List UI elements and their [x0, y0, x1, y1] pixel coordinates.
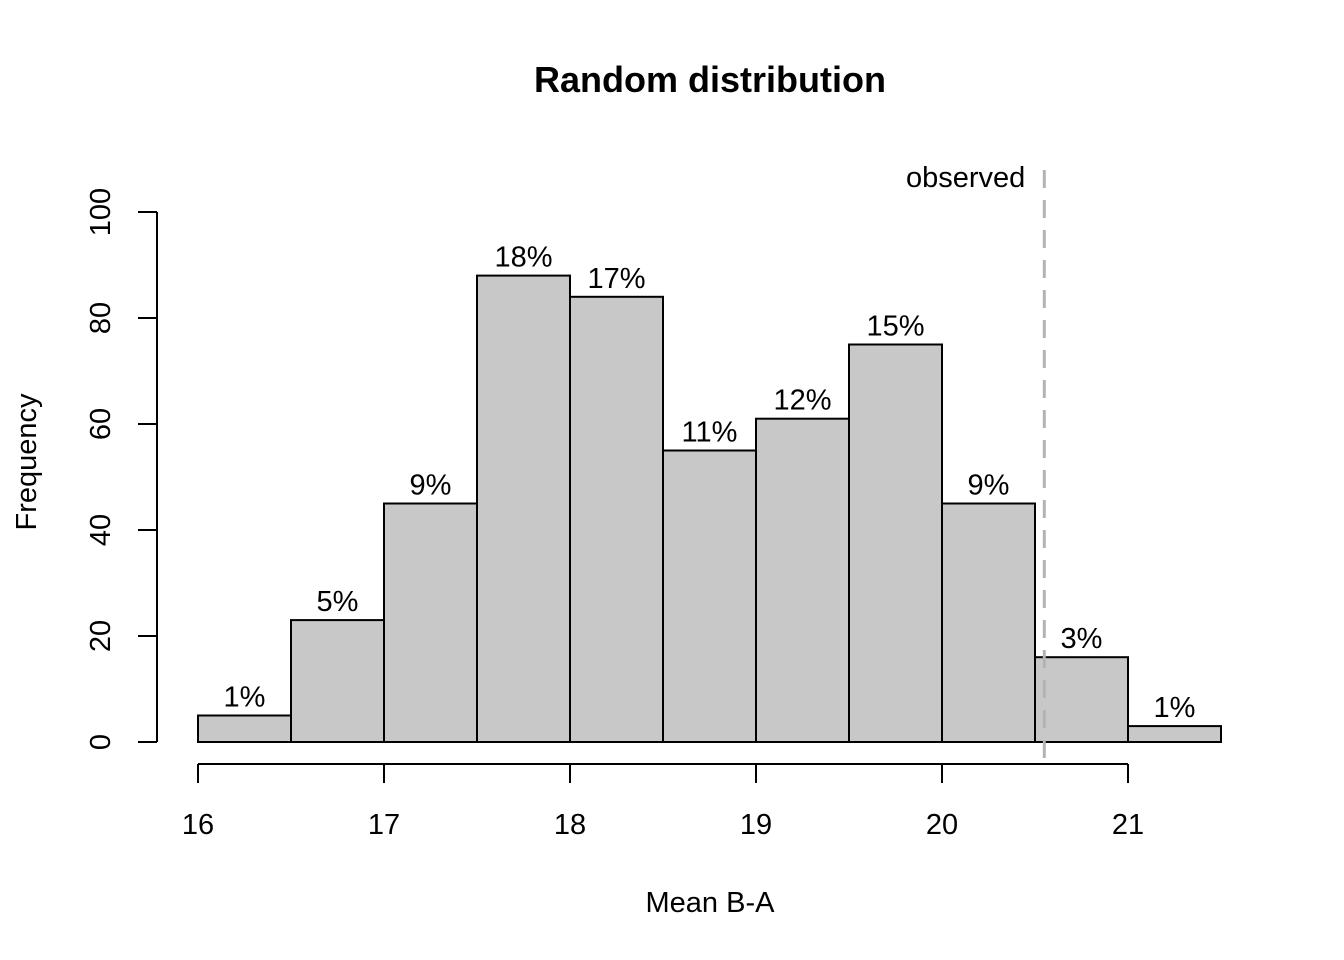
y-tick-label: 40 [85, 514, 117, 546]
histogram-bar [290, 619, 385, 743]
histogram-bar [941, 502, 1036, 743]
x-tick-label: 17 [368, 809, 400, 841]
bar-labels-group: 1% 5% 9% 18% 17% 11% 12% 15% 9% 3% 1% [224, 242, 1196, 724]
y-tick-label: 100 [85, 188, 117, 236]
bar-percent-label: 12% [773, 385, 831, 417]
histogram-bar [1127, 725, 1222, 743]
histogram-bar [1034, 656, 1129, 744]
y-tick-label: 80 [85, 302, 117, 334]
histogram-bar [569, 295, 664, 743]
histogram-bar [755, 417, 850, 743]
histogram-bar [848, 343, 943, 743]
y-tick-label: 0 [85, 734, 117, 750]
bars-group [197, 274, 1222, 744]
bar-percent-label: 17% [587, 263, 645, 295]
bar-percent-label: 9% [410, 470, 452, 502]
bar-percent-label: 11% [682, 417, 738, 449]
bar-percent-label: 5% [317, 586, 359, 618]
x-tick-label: 20 [926, 809, 958, 841]
x-axis-label: Mean B-A [646, 887, 776, 919]
bar-percent-label: 18% [494, 242, 552, 274]
x-tick-label: 16 [182, 809, 214, 841]
histogram-bar [383, 502, 478, 743]
bar-percent-label: 1% [224, 682, 266, 714]
bar-percent-label: 9% [968, 470, 1010, 502]
bar-percent-label: 15% [866, 311, 924, 343]
y-tick-label: 20 [85, 620, 117, 652]
x-tick-label: 21 [1112, 809, 1144, 841]
x-axis: 16 17 18 19 20 21 [182, 763, 1144, 841]
y-axis: 0 20 40 60 80 100 [85, 188, 158, 750]
y-axis-label: Frequency [11, 393, 43, 531]
bar-percent-label: 1% [1154, 692, 1196, 724]
x-tick-label: 18 [554, 809, 586, 841]
bar-percent-label: 3% [1061, 623, 1103, 655]
chart-title: Random distribution [534, 59, 886, 100]
histogram-bar [476, 274, 571, 743]
observed-label: observed [906, 162, 1025, 194]
y-tick-label: 60 [85, 408, 117, 440]
x-tick-label: 19 [740, 809, 772, 841]
histogram-bar [197, 714, 292, 743]
histogram-bar [662, 449, 757, 743]
